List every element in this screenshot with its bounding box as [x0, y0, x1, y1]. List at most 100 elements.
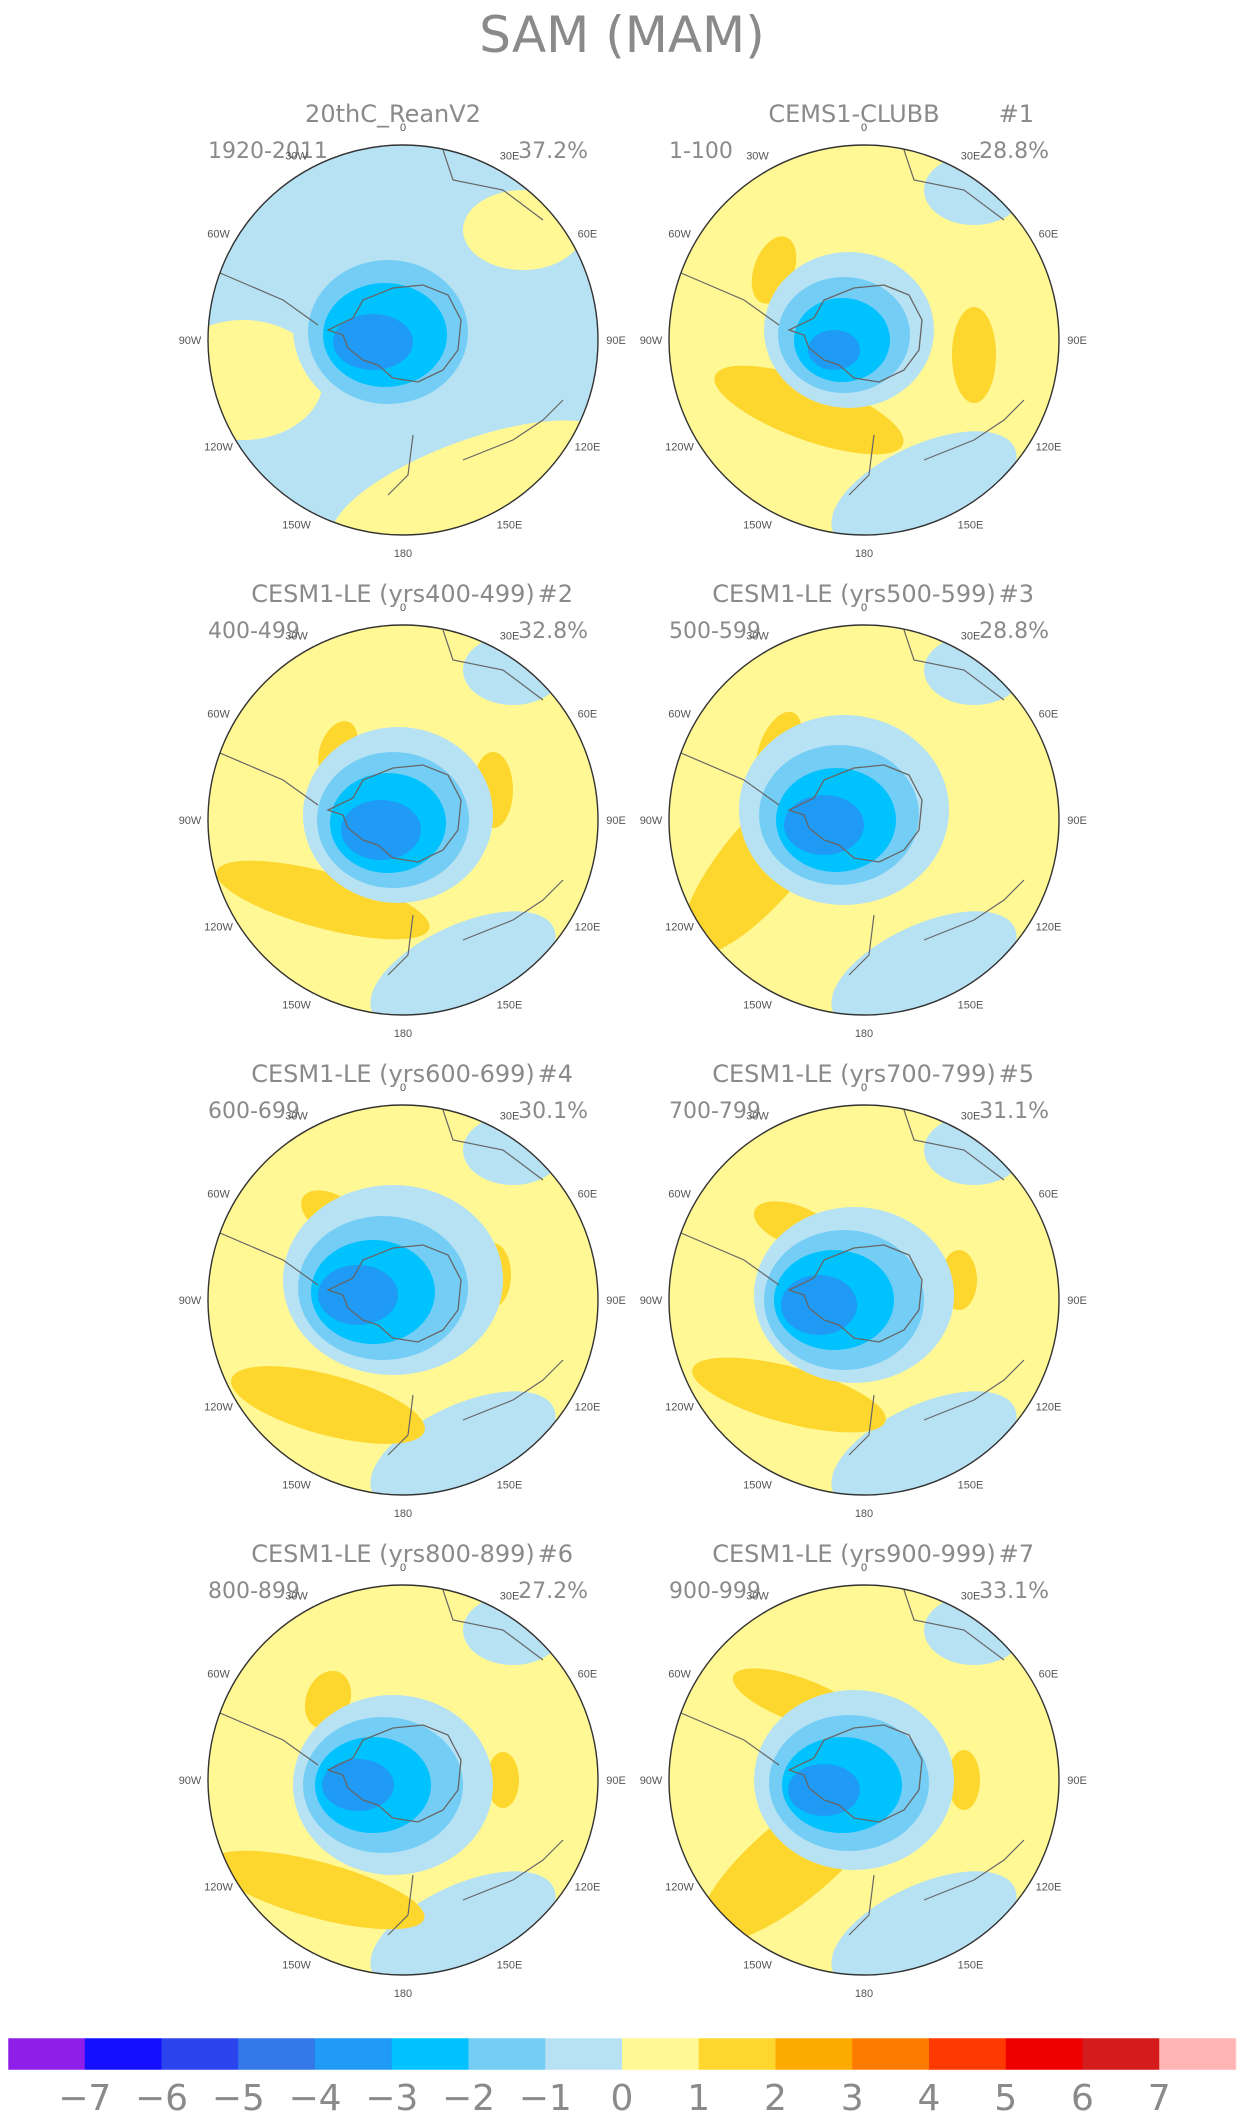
longitude-label: 150W	[743, 1959, 772, 1971]
colorbar-swatch	[468, 2038, 546, 2070]
longitude-label: 180	[394, 1028, 412, 1040]
longitude-label: 30W	[746, 151, 769, 163]
longitude-label: 120E	[1036, 922, 1062, 934]
longitude-label: 60E	[1039, 709, 1059, 721]
colorbar-swatch	[391, 2038, 469, 2070]
panel-variance: 28.8%	[979, 139, 1049, 164]
longitude-label: 90W	[640, 335, 663, 347]
longitude-label: 90W	[640, 815, 663, 827]
longitude-label: 150E	[958, 999, 984, 1011]
colorbar-tick-label: −2	[442, 2078, 495, 2113]
panel-variance: 30.1%	[518, 1099, 588, 1124]
longitude-label: 120W	[204, 1882, 233, 1894]
longitude-label: 90E	[606, 1775, 626, 1787]
map-border	[207, 1584, 599, 1976]
longitude-label: 120E	[1036, 1402, 1062, 1414]
map-field	[669, 625, 1059, 1015]
longitude-label: 120E	[575, 1402, 601, 1414]
panel-period: 400-499	[208, 619, 300, 644]
longitude-label: 90W	[179, 1295, 202, 1307]
map-panel: CESM1-LE (yrs500-599) #3 500-599 28.8% 0 30E 6…	[640, 580, 1087, 1040]
panel-period: 500-599	[669, 619, 761, 644]
longitude-label: 60E	[578, 709, 598, 721]
longitude-label: 150E	[958, 519, 984, 531]
panel-period: 700-799	[669, 1099, 761, 1124]
longitude-label: 120W	[204, 922, 233, 934]
longitude-label: 30E	[961, 1591, 981, 1603]
colorbar-tick-label: −5	[212, 2078, 265, 2113]
colorbar-swatch	[1159, 2038, 1237, 2070]
longitude-label: 30E	[961, 1111, 981, 1123]
colorbar-tick-label: 1	[687, 2078, 710, 2113]
panel-variance: 27.2%	[518, 1579, 588, 1604]
longitude-label: 90E	[606, 1295, 626, 1307]
longitude-label: 0	[400, 1562, 406, 1574]
longitude-label: 30E	[500, 151, 520, 163]
longitude-label: 120W	[665, 1882, 694, 1894]
longitude-label: 120E	[575, 442, 601, 454]
map-panel: CESM1-LE (yrs600-699) #4 600-699 30.1% 0 30E 6…	[179, 1060, 626, 1520]
colorbar-swatch	[775, 2038, 853, 2070]
colorbar-tick-label: 4	[918, 2078, 941, 2113]
longitude-label: 150E	[497, 1959, 523, 1971]
longitude-label: 90E	[1067, 1775, 1087, 1787]
panel-title: CEMS1-CLUBB	[768, 100, 939, 128]
colorbar-swatch	[315, 2038, 393, 2070]
longitude-label: 30W	[285, 631, 308, 643]
colorbar-tick-label: 0	[611, 2078, 634, 2113]
longitude-label: 120E	[575, 1882, 601, 1894]
longitude-label: 150E	[497, 519, 523, 531]
longitude-label: 150E	[958, 1959, 984, 1971]
map-panel: CESM1-LE (yrs400-499) #2 400-499 32.8% 0 30E 6…	[179, 580, 626, 1040]
longitude-label: 30E	[500, 631, 520, 643]
map-border	[207, 1104, 599, 1496]
panel-variance: 33.1%	[979, 1579, 1049, 1604]
panel-variance: 37.2%	[518, 139, 588, 164]
longitude-label: 150W	[743, 519, 772, 531]
panel-period: 600-699	[208, 1099, 300, 1124]
longitude-label: 180	[394, 548, 412, 560]
panel-tag: #6	[538, 1540, 573, 1568]
panels-group: 20thC_ReanV2 1920-2011 37.2% 0 30E 60E 90E 120E…	[179, 100, 1087, 2000]
map-field	[208, 1585, 598, 1975]
colorbar-tick-label: −7	[58, 2078, 111, 2113]
colorbar-swatch	[545, 2038, 623, 2070]
longitude-label: 60E	[578, 1669, 598, 1681]
map-panel: 20thC_ReanV2 1920-2011 37.2% 0 30E 60E 90E 120E…	[179, 100, 626, 560]
longitude-label: 180	[855, 1988, 873, 2000]
longitude-label: 120W	[665, 1402, 694, 1414]
map-field	[208, 145, 598, 535]
longitude-label: 60E	[1039, 229, 1059, 241]
longitude-label: 60W	[668, 1669, 691, 1681]
longitude-label: 180	[855, 1508, 873, 1520]
map-border	[668, 1104, 1060, 1496]
longitude-label: 150W	[282, 519, 311, 531]
longitude-label: 150E	[497, 999, 523, 1011]
panel-title: CESM1-LE (yrs600-699)	[251, 1060, 535, 1088]
longitude-label: 150W	[743, 999, 772, 1011]
panel-tag: #7	[999, 1540, 1034, 1568]
longitude-label: 120E	[1036, 1882, 1062, 1894]
longitude-label: 60W	[207, 1669, 230, 1681]
panel-period: 1920-2011	[208, 139, 328, 164]
panel-period: 1-100	[669, 139, 733, 164]
longitude-label: 0	[861, 1082, 867, 1094]
longitude-label: 0	[861, 1562, 867, 1574]
longitude-label: 180	[855, 548, 873, 560]
longitude-label: 60W	[207, 1189, 230, 1201]
map-panel: CESM1-LE (yrs800-899) #6 800-899 27.2% 0 30E 6…	[179, 1540, 626, 2000]
longitude-label: 180	[855, 1028, 873, 1040]
colorbar-tick-label: −1	[519, 2078, 572, 2113]
longitude-label: 90E	[1067, 815, 1087, 827]
longitude-label: 120W	[665, 922, 694, 934]
longitude-label: 30W	[746, 1591, 769, 1603]
longitude-label: 90W	[179, 335, 202, 347]
longitude-label: 150E	[958, 1479, 984, 1491]
longitude-label: 30E	[500, 1111, 520, 1123]
colorbar-tick-label: −3	[365, 2078, 418, 2113]
panel-period: 900-999	[669, 1579, 761, 1604]
longitude-label: 30W	[285, 151, 308, 163]
colorbar-swatch	[8, 2038, 86, 2070]
longitude-label: 90W	[640, 1295, 663, 1307]
